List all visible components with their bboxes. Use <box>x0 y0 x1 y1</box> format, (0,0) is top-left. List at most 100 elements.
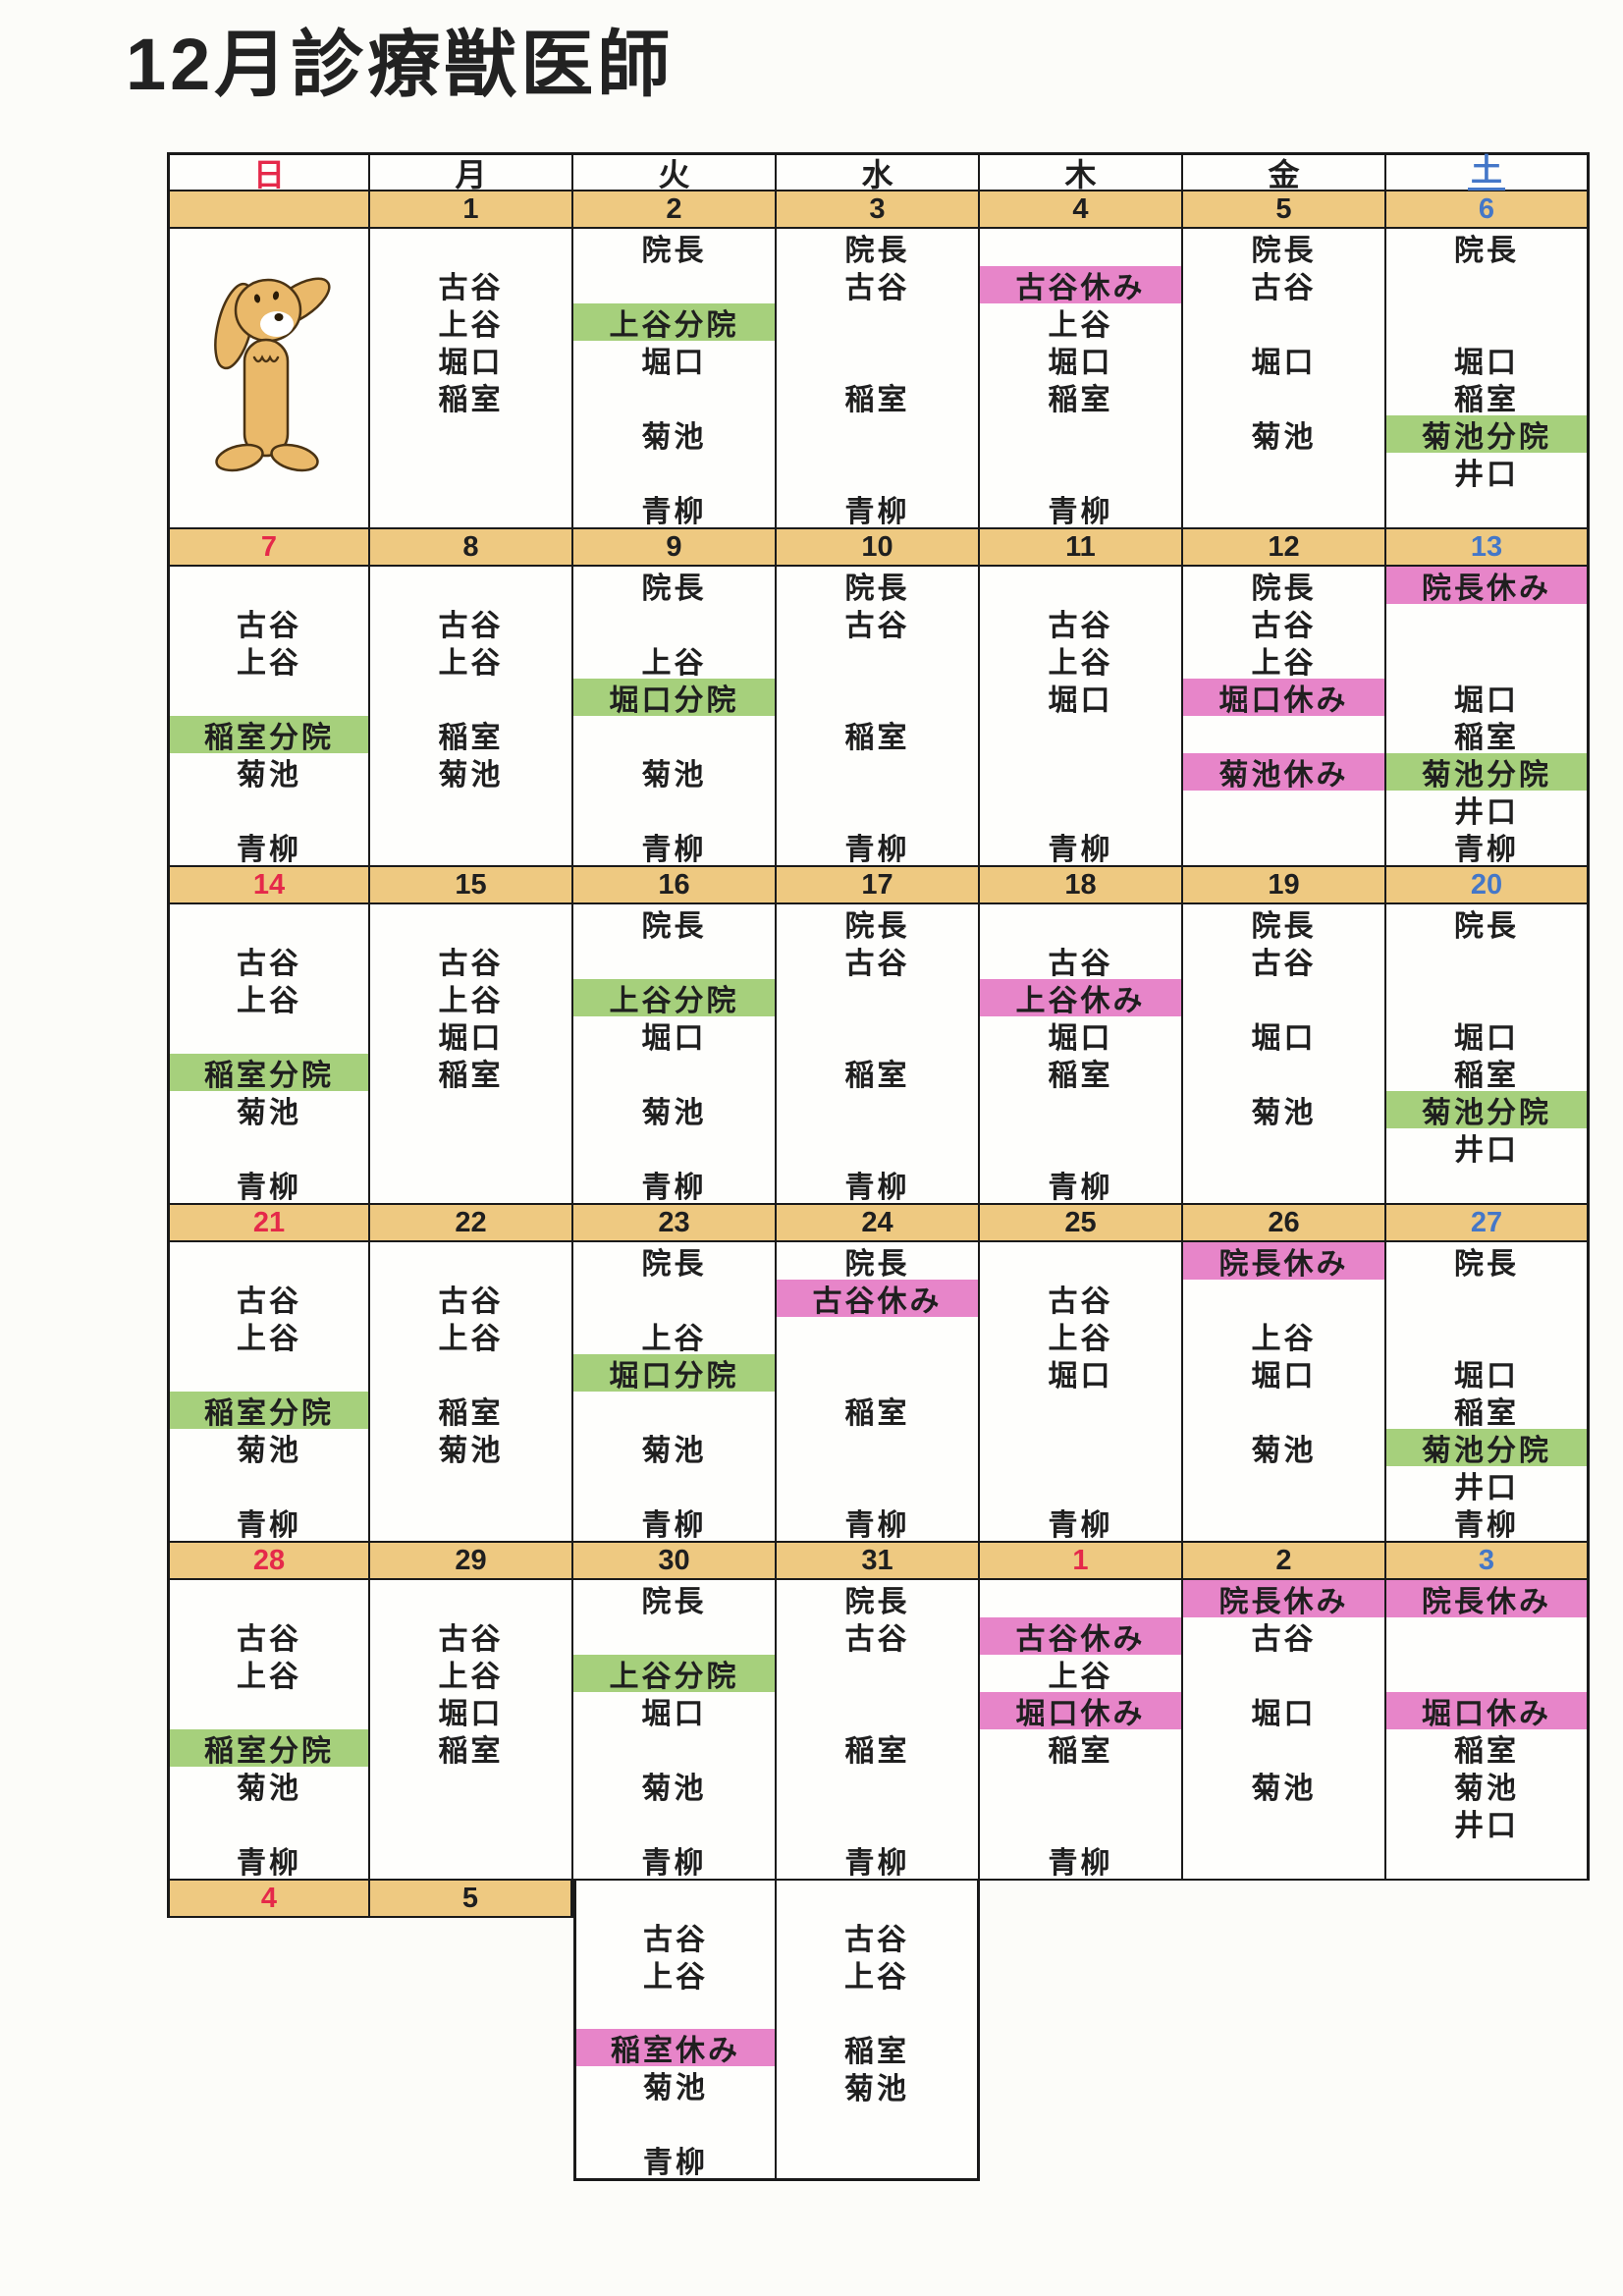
day-off-label: 院長休み <box>1422 573 1551 605</box>
vet-name-label: 青柳 <box>844 496 910 528</box>
branch-assignment-label: 上谷分院 <box>609 1661 739 1693</box>
roster-entry: 青柳 <box>777 1503 978 1542</box>
roster-list: 院長 古谷休み 稲室 青柳 <box>777 1242 978 1542</box>
roster-entry: 稲室 <box>370 1392 571 1430</box>
roster-entry: 稲室 <box>777 716 978 754</box>
roster-list: 古谷 上谷 堀口 稲室 <box>370 1580 571 1879</box>
roster-empty-line <box>370 1166 571 1203</box>
roster-empty-line <box>370 1242 571 1280</box>
vet-name-label: 上谷 <box>438 647 504 680</box>
roster-entry: 青柳 <box>170 1166 368 1204</box>
vet-name-label: 古谷 <box>438 610 504 642</box>
weekday-header-cell: 金 <box>1183 152 1386 192</box>
roster-entry: 古谷 <box>777 266 978 304</box>
date-cell: 26 <box>1183 1205 1386 1242</box>
date-number: 30 <box>658 1544 690 1576</box>
roster-empty-line <box>980 1804 1181 1841</box>
vet-name-label: 青柳 <box>237 1509 301 1542</box>
roster-entry: 菊池 <box>370 753 571 792</box>
roster-entry: 堀口 <box>370 341 571 379</box>
roster-entry: 稲室 <box>980 1729 1181 1768</box>
roster-entry: 稲室分院 <box>170 1392 368 1430</box>
vet-name-label: 上谷 <box>1048 1661 1113 1693</box>
roster-entry: 井口 <box>1386 791 1587 829</box>
roster-list: 古谷 上谷 堀口 青柳 <box>980 567 1181 866</box>
roster-entry: 菊池分院 <box>1386 1429 1587 1467</box>
roster-entry: 堀口休み <box>1386 1692 1587 1730</box>
roster-entry: 上谷 <box>777 1955 977 1994</box>
roster-empty-line <box>1183 716 1384 753</box>
roster-entry: 上谷 <box>576 1955 775 1994</box>
day-off-label: 院長休み <box>1422 1586 1551 1618</box>
roster-entry: 堀口 <box>573 341 775 379</box>
date-number: 16 <box>658 868 690 901</box>
roster-entry: 古谷 <box>980 1280 1181 1318</box>
roster-entry: 院長 <box>777 567 978 605</box>
vet-name-label: 青柳 <box>641 1847 707 1880</box>
date-cell: 1 <box>370 191 573 229</box>
vet-name-label: 堀口 <box>438 347 504 379</box>
day-cell: 院長 古谷 稲室 青柳 <box>777 229 980 529</box>
date-number: 19 <box>1268 868 1300 901</box>
date-cell: 28 <box>167 1543 370 1580</box>
day-cell: 院長 上谷分院 堀口 菊池 青柳 <box>573 229 777 529</box>
roster-list: 古谷 上谷 稲室分院 菊池 青柳 <box>170 1580 368 1880</box>
day-cell: 院長 古谷 稲室 青柳 <box>777 567 980 867</box>
roster-empty-line <box>573 716 775 753</box>
roster-entry: 稲室 <box>1386 378 1587 416</box>
roster-empty-line <box>370 1354 571 1392</box>
vet-name-label: 菊池 <box>641 421 707 454</box>
roster-empty-line <box>1183 453 1384 490</box>
weekday-header-cell: 木 <box>980 152 1183 192</box>
roster-entry: 青柳 <box>170 828 368 866</box>
roster-empty-line <box>1183 979 1384 1016</box>
roster-list: 院長 上谷分院 堀口 菊池 青柳 <box>573 904 775 1204</box>
vet-name-label: 菊池 <box>438 759 504 792</box>
roster-empty-line <box>777 1804 978 1841</box>
vet-name-label: 上谷 <box>237 1323 301 1355</box>
vet-name-label: 古谷 <box>844 948 910 980</box>
date-cell: 15 <box>370 867 573 904</box>
roster-list: 院長休み 堀口休み 稲室 菊池 井口 <box>1386 1580 1587 1879</box>
roster-list: 院長 上谷分院 堀口 菊池 青柳 <box>573 229 775 528</box>
roster-entry: 上谷 <box>573 1317 775 1355</box>
day-cell <box>167 229 370 529</box>
roster-empty-line <box>1386 303 1587 341</box>
roster-entry: 青柳 <box>573 1841 775 1880</box>
vet-name-label: 稲室 <box>1454 384 1519 416</box>
date-number: 20 <box>1470 868 1503 901</box>
day-off-label: 院長休み <box>1218 1586 1349 1618</box>
vet-name-label: 院長 <box>641 1586 707 1618</box>
roster-entry: 院長 <box>1386 229 1587 267</box>
roster-empty-line <box>573 1128 775 1166</box>
roster-entry: 上谷 <box>170 1317 368 1355</box>
day-cell: 古谷 上谷 稲室分院 菊池 青柳 <box>167 1242 370 1543</box>
roster-entry: 青柳 <box>777 490 978 528</box>
vet-name-label: 古谷 <box>237 610 301 642</box>
date-number: 24 <box>861 1206 893 1238</box>
vet-name-label: 古谷 <box>1251 610 1317 642</box>
roster-entry: 上谷 <box>370 641 571 680</box>
date-number: 9 <box>666 530 682 563</box>
roster-entry: 青柳 <box>573 1166 775 1204</box>
day-cell: 院長 堀口 稲室 菊池分院 井口 青柳 <box>1386 1242 1590 1543</box>
roster-entry: 堀口 <box>980 341 1181 379</box>
day-off-label: 古谷休み <box>1015 272 1146 304</box>
vet-name-label: 上谷 <box>438 985 504 1017</box>
roster-list: 院長 堀口 稲室 菊池分院 井口 青柳 <box>1386 1242 1587 1542</box>
vet-name-label: 古谷 <box>1048 948 1113 980</box>
branch-assignment-label: 稲室分院 <box>204 1060 334 1092</box>
vet-name-label: 菊池 <box>1251 1097 1317 1129</box>
roster-entry: 菊池休み <box>1183 753 1384 792</box>
date-cell: 14 <box>167 867 370 904</box>
date-number: 11 <box>1065 530 1096 563</box>
vet-name-label: 稲室 <box>438 722 504 754</box>
weekday-label: 木 <box>1064 156 1097 192</box>
roster-empty-line <box>980 1091 1181 1128</box>
date-number: 8 <box>462 530 479 563</box>
roster-entry: 古谷 <box>576 1918 775 1956</box>
vet-name-label: 菊池 <box>641 1435 707 1467</box>
roster-entry: 青柳 <box>573 1503 775 1542</box>
date-cell: 9 <box>573 529 777 567</box>
vet-name-label: 青柳 <box>844 1172 910 1204</box>
